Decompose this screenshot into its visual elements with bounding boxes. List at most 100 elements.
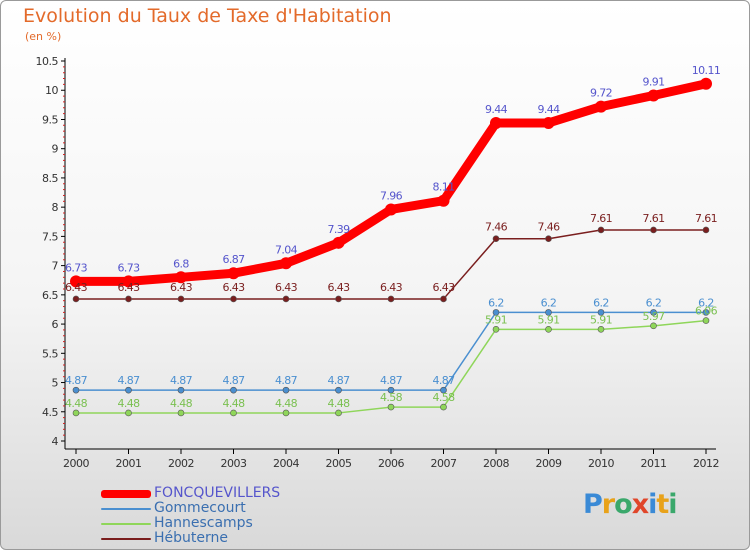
data-point-hannescamps — [125, 409, 132, 417]
x-tick-label: 2002 — [168, 457, 194, 470]
data-point-foncquevillers — [437, 194, 450, 207]
data-point-hannescamps — [230, 409, 237, 417]
data-point-gommecourt — [230, 386, 237, 394]
data-label-hannescamps: 4.48 — [222, 397, 245, 410]
data-label-hebuterne: 6.43 — [275, 281, 298, 294]
data-label-hebuterne: 6.43 — [327, 281, 350, 294]
y-tick-label: 5 — [52, 377, 59, 390]
data-point-gommecourt — [125, 386, 132, 394]
data-point-foncquevillers — [595, 100, 607, 113]
data-label-foncquevillers: 10.11 — [692, 64, 721, 77]
y-tick-label: 10.5 — [36, 55, 59, 68]
data-label-gommecourt: 6.2 — [541, 296, 557, 309]
data-label-hannescamps: 5.91 — [485, 313, 507, 326]
data-label-gommecourt: 6.2 — [646, 296, 662, 309]
data-label-hannescamps: 5.91 — [537, 313, 559, 326]
legend-label: Hannescamps — [154, 515, 253, 531]
logo-letter: o — [614, 489, 633, 520]
logo-letter: x — [631, 489, 649, 520]
logo-letter: r — [601, 489, 615, 520]
data-label-gommecourt: 4.87 — [327, 374, 350, 387]
data-point-foncquevillers — [647, 89, 660, 102]
x-tick-label: 2007 — [431, 457, 457, 470]
data-label-hannescamps: 4.58 — [380, 391, 403, 404]
data-label-gommecourt: 6.2 — [593, 296, 609, 309]
data-point-foncquevillers — [490, 116, 502, 129]
data-point-gommecourt — [177, 386, 185, 394]
data-point-gommecourt — [440, 386, 447, 394]
legend-item-hannescamps[interactable]: Hannescamps — [101, 516, 280, 531]
data-label-foncquevillers: 6.8 — [173, 257, 189, 270]
data-label-hebuterne: 6.43 — [117, 281, 140, 294]
data-label-foncquevillers: 6.73 — [65, 261, 88, 274]
data-point-foncquevillers — [542, 116, 555, 129]
data-label-hannescamps: 4.48 — [65, 397, 88, 410]
legend-item-gommecourt[interactable]: Gommecourt — [101, 501, 280, 516]
data-point-foncquevillers — [122, 275, 135, 288]
data-label-foncquevillers: 9.44 — [485, 103, 508, 116]
data-label-gommecourt: 6.2 — [698, 296, 714, 309]
data-point-hebuterne — [650, 226, 657, 234]
legend-item-foncquevillers[interactable]: FONCQUEVILLERS — [101, 486, 280, 501]
data-point-hannescamps — [545, 326, 552, 333]
logo-letter: t — [656, 489, 669, 520]
data-point-hebuterne — [282, 295, 290, 303]
data-label-foncquevillers: 9.72 — [590, 87, 612, 100]
chart-title: Evolution du Taux de Taxe d'Habitation — [23, 5, 392, 27]
legend-label: Gommecourt — [154, 500, 246, 516]
x-tick-label: 2003 — [221, 457, 247, 470]
data-point-hannescamps — [282, 409, 290, 417]
data-label-foncquevillers: 8.11 — [432, 181, 454, 194]
data-point-gommecourt — [335, 386, 342, 394]
y-tick-label: 7.5 — [42, 230, 58, 243]
data-point-hebuterne — [492, 235, 500, 243]
data-label-hebuterne: 7.46 — [537, 221, 560, 234]
data-label-hebuterne: 7.61 — [695, 212, 717, 225]
data-point-foncquevillers — [227, 267, 240, 280]
data-label-gommecourt: 4.87 — [432, 374, 455, 387]
x-tick-label: 2011 — [641, 457, 667, 470]
y-tick-label: 6 — [52, 318, 59, 331]
data-point-gommecourt — [72, 386, 80, 394]
data-point-hannescamps — [702, 317, 710, 324]
x-tick-label: 2008 — [483, 457, 509, 470]
legend-swatch — [101, 537, 151, 540]
data-point-hannescamps — [177, 409, 185, 417]
data-point-hannescamps — [387, 403, 395, 411]
chart-legend: FONCQUEVILLERS Gommecourt Hannescamps Hé… — [101, 486, 280, 546]
data-label-foncquevillers: 9.91 — [642, 75, 664, 88]
legend-swatch — [101, 522, 151, 525]
data-point-gommecourt — [650, 309, 657, 316]
x-tick-label: 2001 — [116, 457, 142, 470]
y-tick-label: 7 — [52, 260, 59, 273]
data-label-hebuterne: 6.43 — [432, 281, 455, 294]
y-tick-label: 9.5 — [42, 113, 58, 126]
y-tick-label: 10 — [45, 84, 58, 97]
data-point-hebuterne — [335, 295, 342, 303]
y-tick-label: 8.5 — [42, 172, 58, 185]
data-label-hebuterne: 7.61 — [590, 212, 612, 225]
legend-item-hebuterne[interactable]: Hébuterne — [101, 531, 280, 546]
data-point-foncquevillers — [332, 236, 345, 249]
y-tick-label: 5.5 — [42, 347, 58, 360]
data-label-gommecourt: 4.87 — [170, 374, 193, 387]
data-label-hebuterne: 6.43 — [65, 281, 88, 294]
x-tick-label: 2006 — [378, 457, 404, 470]
data-label-foncquevillers: 6.87 — [222, 253, 245, 266]
data-label-hebuterne: 6.43 — [170, 281, 193, 294]
data-point-hannescamps — [72, 409, 80, 417]
x-tick-label: 2000 — [63, 457, 89, 470]
x-tick-label: 2004 — [273, 457, 299, 470]
logo-letter: i — [668, 489, 677, 520]
data-label-foncquevillers: 6.73 — [117, 261, 140, 274]
data-label-hannescamps: 4.48 — [275, 397, 298, 410]
data-label-hannescamps: 5.97 — [642, 310, 665, 323]
data-label-gommecourt: 4.87 — [65, 374, 88, 387]
data-point-hebuterne — [440, 295, 447, 303]
data-point-hannescamps — [650, 322, 657, 330]
data-point-gommecourt — [597, 309, 605, 316]
x-tick-label: 2009 — [536, 457, 562, 470]
y-tick-label: 8 — [52, 201, 59, 214]
data-point-foncquevillers — [175, 271, 187, 284]
